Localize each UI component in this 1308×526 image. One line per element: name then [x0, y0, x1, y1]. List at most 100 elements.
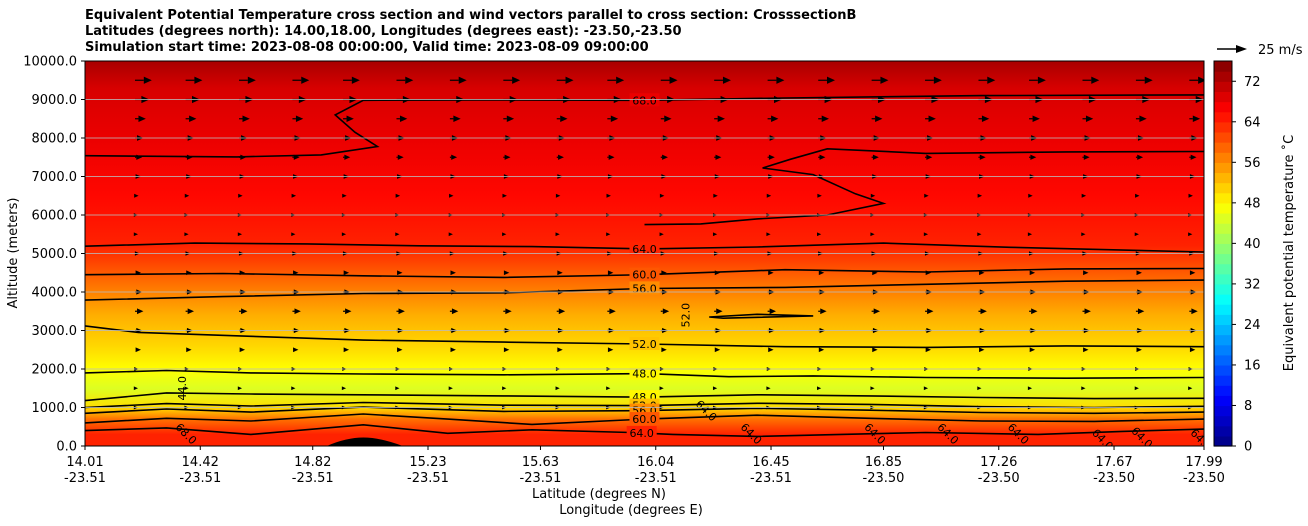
wind-vector — [341, 232, 347, 237]
wind-vector — [1136, 270, 1142, 276]
wind-vector-head — [610, 115, 619, 123]
y-tick-label: 1000.0 — [32, 401, 78, 416]
wind-vector-head — [451, 308, 459, 315]
wind-vector-head — [722, 76, 731, 84]
wind-vector-head — [1037, 76, 1046, 84]
wind-vector — [872, 347, 878, 353]
wind-vector-head — [872, 270, 878, 276]
wind-vector-head — [189, 115, 197, 123]
wind-vector — [1239, 194, 1243, 198]
wind-vector-head — [987, 76, 996, 84]
wind-vector — [396, 154, 404, 160]
wind-vector — [979, 347, 985, 353]
contour-line-68.0 — [644, 147, 1204, 226]
wind-vector-head — [1239, 367, 1243, 371]
wind-vector-head — [923, 386, 929, 391]
wind-vector — [556, 154, 564, 160]
wind-vector-head — [134, 193, 139, 198]
wind-vector — [395, 386, 400, 391]
wind-vector — [396, 76, 414, 84]
wind-vector — [1135, 76, 1153, 84]
wind-vector — [237, 232, 243, 237]
wind-vector — [395, 193, 401, 198]
wind-vector — [1189, 115, 1201, 123]
wind-vector-head — [187, 308, 195, 315]
wind-vector-head — [1192, 115, 1201, 123]
wind-vector-head — [1241, 347, 1246, 352]
colorbar-band — [1214, 182, 1232, 194]
wind-vector — [714, 308, 723, 315]
wind-vector — [713, 193, 718, 198]
wind-vector — [292, 308, 301, 315]
x-tick-label-lat: 14.42 — [182, 455, 219, 470]
wind-vector-head — [136, 154, 143, 160]
contour-label: 68.0 — [629, 93, 660, 107]
wind-vector — [1189, 308, 1198, 315]
wind-vector-head — [1027, 232, 1033, 237]
colorbar-band — [1214, 212, 1232, 224]
colorbar-band — [1214, 131, 1232, 143]
contour-label-text: 64.0 — [629, 427, 654, 440]
x-tick-label-lat: 16.45 — [752, 455, 789, 470]
wind-vector — [555, 386, 560, 391]
wind-vector-head — [345, 308, 352, 315]
x-tick-label-lat: 16.85 — [865, 455, 902, 470]
wind-vector-head — [1081, 193, 1087, 198]
wind-vector-head — [237, 232, 243, 237]
contour-label-bg — [629, 366, 660, 380]
wind-vector-head — [502, 193, 507, 198]
wind-vector-head — [240, 154, 247, 160]
wind-vector-head — [186, 347, 192, 353]
colorbar-band — [1214, 415, 1232, 427]
wind-vector — [503, 347, 510, 353]
wind-vector — [1027, 232, 1033, 237]
wind-vector — [925, 270, 932, 276]
wind-vector — [660, 308, 670, 315]
wind-vector — [1082, 308, 1091, 315]
wind-vector — [239, 270, 246, 276]
wind-vector-head — [827, 76, 836, 84]
wind-vector — [396, 115, 408, 123]
wind-vector-head — [606, 232, 611, 237]
wind-vector-head — [395, 232, 400, 237]
wind-vector-head — [343, 270, 350, 276]
wind-vector-head — [870, 232, 875, 237]
wind-vector — [1135, 154, 1144, 160]
wind-vector — [660, 154, 668, 160]
wind-vector — [607, 154, 615, 160]
contour-label-bg — [629, 412, 660, 426]
wind-vector — [185, 154, 193, 160]
contour-label: 64.0 — [629, 241, 660, 256]
wind-vector-head — [766, 386, 771, 391]
wind-vector-head — [448, 386, 453, 391]
contour-label-bg — [629, 281, 660, 295]
wind-vector — [1029, 154, 1037, 160]
wind-vector-head — [186, 154, 193, 160]
wind-vector — [817, 232, 822, 237]
wind-vector-head — [766, 193, 772, 198]
x-tick-label-lon: -23.51 — [520, 471, 562, 486]
wind-vector-head — [870, 193, 876, 198]
wind-vector-head — [1137, 154, 1144, 160]
wind-vector-head — [1083, 347, 1089, 353]
wind-vector — [291, 232, 296, 237]
wind-vector-head — [1032, 115, 1040, 123]
wind-vector — [185, 115, 197, 123]
wind-vector — [606, 193, 611, 198]
wind-vector-head — [239, 270, 246, 276]
wind-vector-head — [133, 232, 138, 237]
wind-vector-head — [817, 386, 822, 391]
wind-vector-head — [395, 193, 401, 198]
wind-vector — [870, 193, 876, 198]
wind-vector-head — [818, 270, 825, 276]
terrain-shape — [326, 437, 403, 446]
wind-vector — [712, 232, 718, 237]
x-tick-label-lat: 17.99 — [1185, 455, 1222, 470]
wind-vector-head — [1144, 76, 1153, 84]
x-tick-label-lat: 14.01 — [66, 455, 103, 470]
wind-vector — [239, 76, 256, 84]
colorbar-band — [1214, 111, 1232, 123]
wind-vector — [184, 193, 190, 198]
wind-vector — [343, 270, 350, 276]
wind-vector-head — [819, 154, 826, 160]
